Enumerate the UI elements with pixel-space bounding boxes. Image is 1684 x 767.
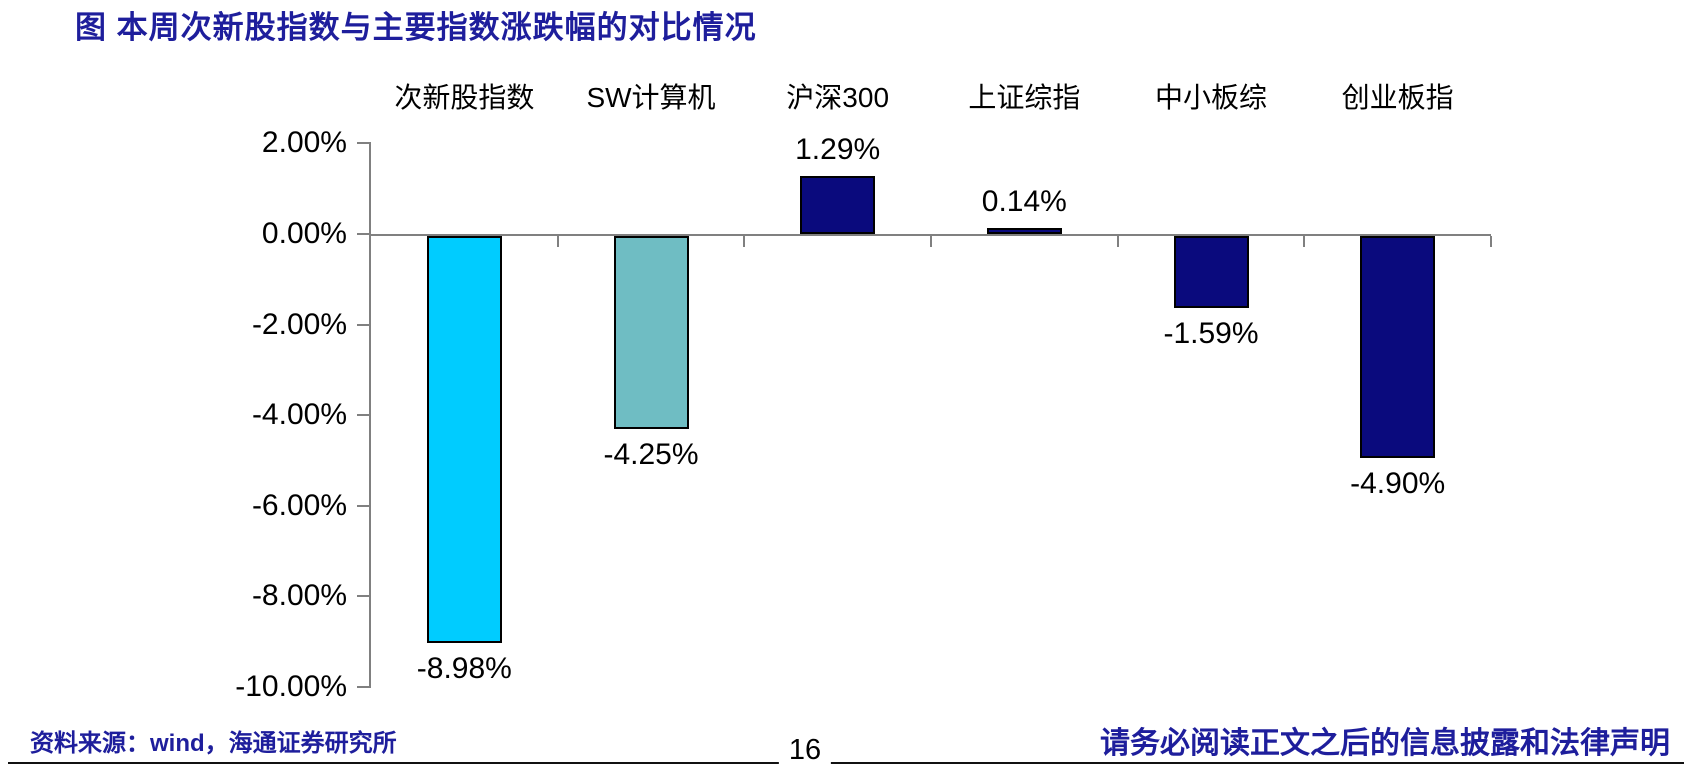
y-axis-label: 2.00% [261,126,347,160]
disclaimer-note: 请务必阅读正文之后的信息披露和法律声明 [1100,727,1670,760]
x-axis-tick [930,236,932,247]
x-axis-tick [1303,236,1306,247]
x-axis-tick [1490,236,1492,247]
x-axis-tick [556,236,559,247]
category-label: 次新股指数 [394,82,535,113]
chart-title: 图 本周次新股指数与主要指数涨跌幅的对比情况 [75,10,757,45]
bar [800,175,876,234]
y-axis-tick [357,504,371,507]
y-axis-label: 0.00% [261,217,347,250]
bar-value-label: -1.59% [1163,317,1259,351]
x-axis-tick [1116,236,1119,247]
bar-value-label: -8.98% [416,651,512,685]
category-label: 中小板综 [1154,82,1268,113]
x-axis-line [369,234,1491,236]
footer-divider [8,762,1684,764]
bar [1360,236,1436,458]
y-axis-label: -4.00% [251,398,347,432]
y-axis-tick [357,142,371,145]
bar-chart: 2.00% 0.00% -2.00% -4.00% -6.00% -8.00% -10.00… [235,82,1492,703]
y-axis-tick [357,595,371,598]
bar-value-label: -4.90% [1350,466,1446,500]
y-axis-label: -10.00% [235,670,347,703]
y-axis-tick [357,414,371,417]
y-axis-tick [357,686,371,688]
bar [1173,236,1249,309]
y-axis-tick [357,323,371,326]
y-axis-label: -6.00% [251,488,347,522]
bar [613,236,689,429]
category-label: 沪深300 [786,82,890,113]
bar [426,236,502,643]
category-label: 上证综指 [968,82,1081,113]
category-label: SW计算机 [586,82,716,113]
bar-value-label: 0.14% [981,184,1067,218]
bar-value-label: -4.25% [603,437,699,471]
y-axis-label: -8.00% [251,579,347,613]
source-note: 资料来源：wind，海通证券研究所 [30,730,397,757]
category-label: 创业板指 [1341,82,1454,113]
bar-value-label: 1.29% [795,132,881,166]
bar [986,227,1062,234]
y-axis-tick [357,233,371,235]
y-axis-label: -2.00% [251,307,347,341]
x-axis-tick [743,236,746,247]
page-number: 16 [778,735,832,766]
